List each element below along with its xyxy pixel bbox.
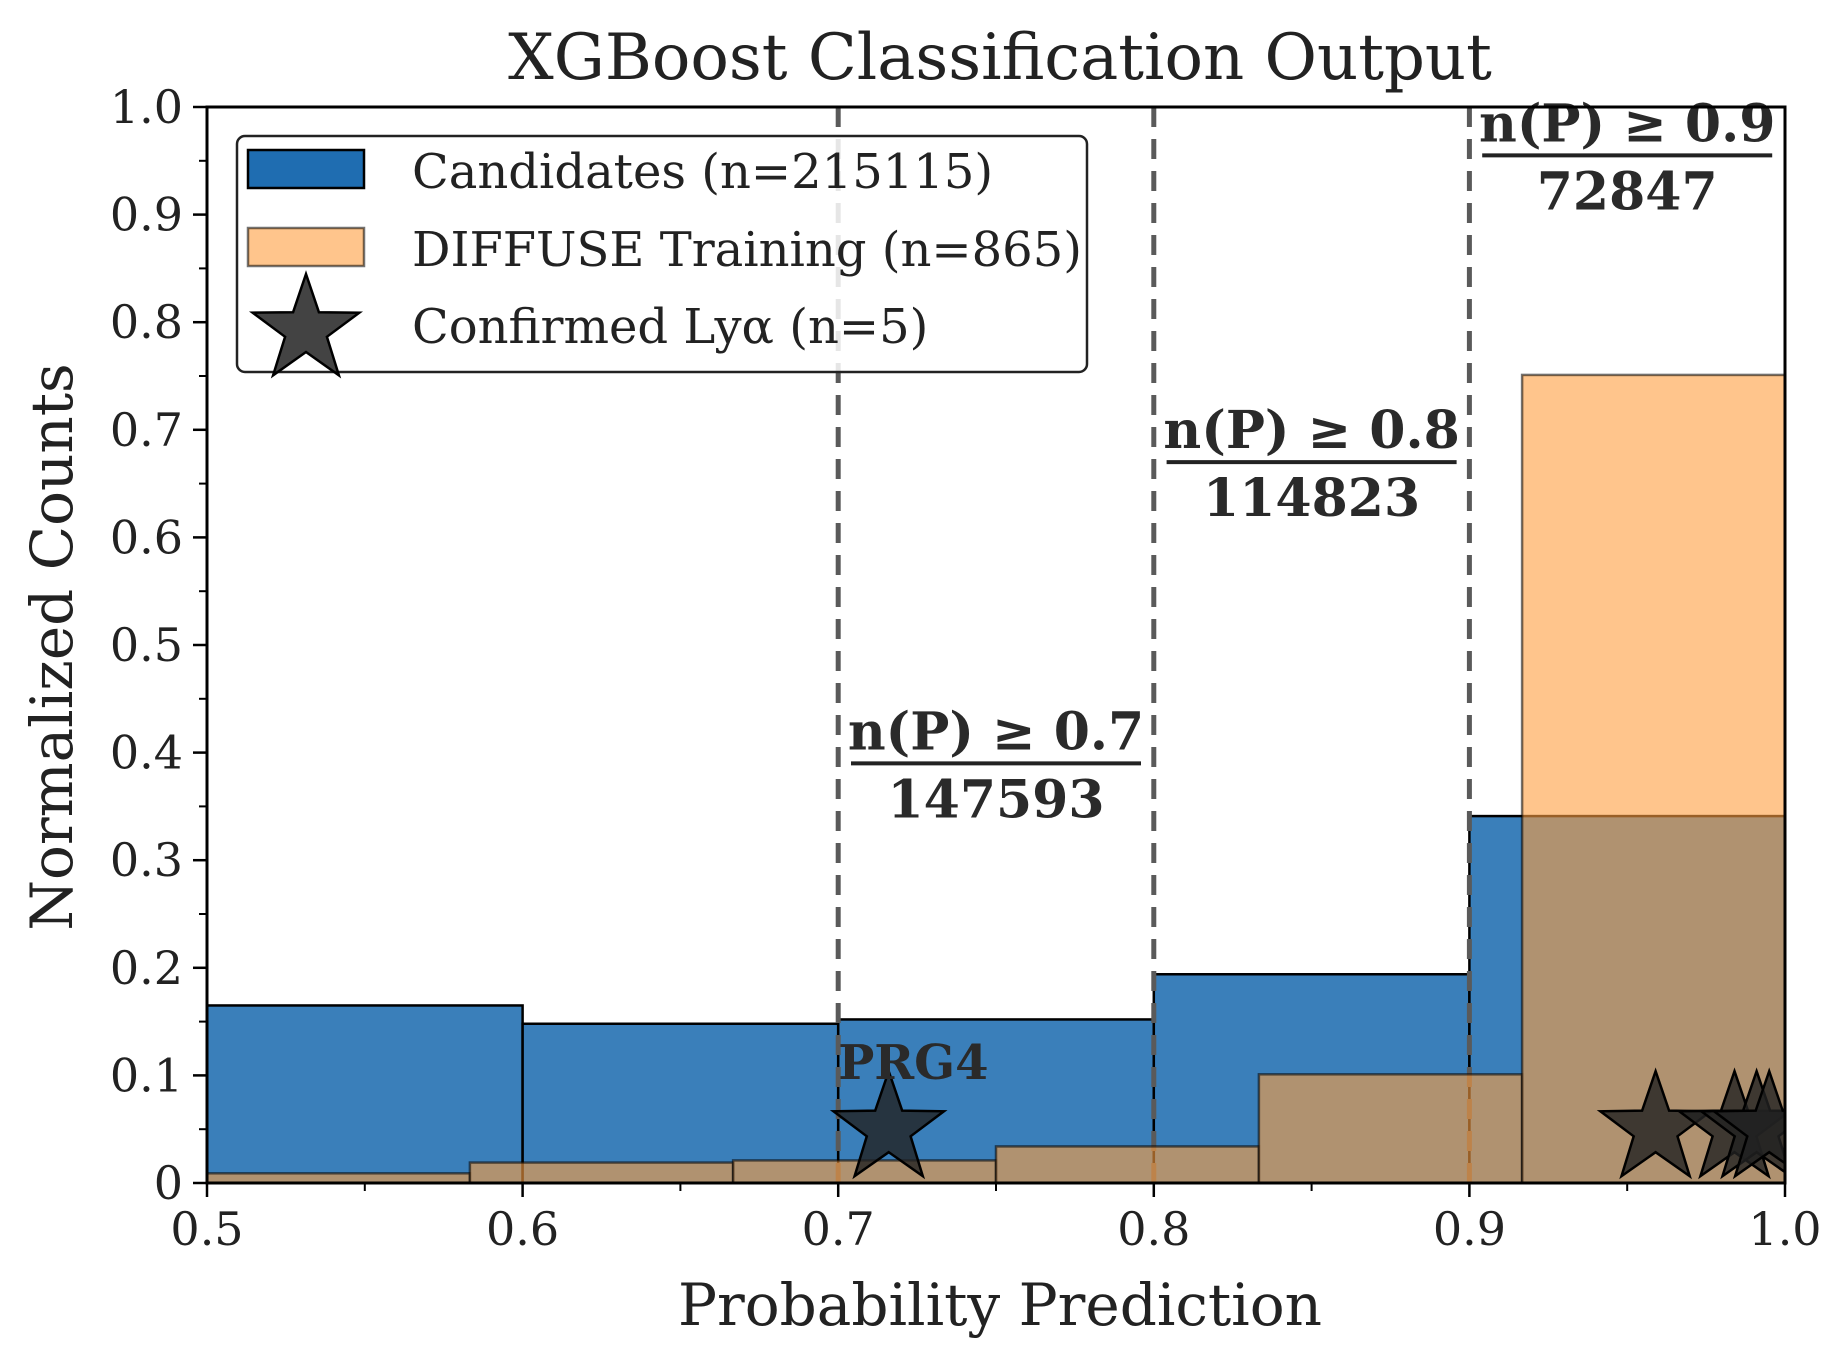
- legend-swatch-diffuse: [246, 226, 366, 268]
- y-tick-label-7: 0.7: [110, 403, 183, 457]
- y-tick-label-6: 0.6: [110, 510, 183, 564]
- plot-content: [207, 107, 1785, 1183]
- candidates-bar-0: [207, 1004, 524, 1183]
- y-tick-label-10: 1.0: [110, 80, 183, 134]
- diffuse-bar-3: [994, 1145, 1261, 1183]
- threshold-label-0: n(P) ≥ 0.7: [848, 701, 1144, 762]
- threshold-count-2: 72847: [1537, 161, 1718, 222]
- legend: Candidates (n=215115) DIFFUSE Training (n…: [235, 134, 1089, 379]
- legend-label-candidates: Candidates (n=215115): [412, 144, 993, 200]
- x-tick-label-2: 0.7: [802, 1202, 875, 1256]
- legend-label-confirmed: Confirmed Lyα (n=5): [412, 299, 928, 355]
- x-tick-label-0: 0.5: [170, 1202, 243, 1256]
- candidates-bar-1: [521, 1022, 840, 1183]
- legend-box: [235, 134, 1089, 374]
- diffuse-bar-5: [1520, 373, 1785, 1183]
- y-tick-label-0: 0: [154, 1156, 183, 1210]
- legend-swatch-candidates: [246, 148, 366, 190]
- confirmed-star-4: [1710, 1067, 1785, 1180]
- x-axis-title: Probability Prediction: [678, 1271, 1322, 1339]
- y-tick-label-9: 0.9: [110, 188, 183, 242]
- legend-label-diffuse: DIFFUSE Training (n=865): [412, 222, 1082, 278]
- chart-title: XGBoost Classification Output: [508, 21, 1492, 95]
- y-axis-title: Normalized Counts: [18, 363, 86, 931]
- diffuse-bar-4: [1257, 1073, 1524, 1183]
- x-tick-label-5: 1.0: [1748, 1202, 1821, 1256]
- threshold-count-1: 114823: [1203, 468, 1420, 529]
- threshold-label-2: n(P) ≥ 0.9: [1479, 93, 1775, 154]
- threshold-label-1: n(P) ≥ 0.8: [1163, 400, 1459, 461]
- y-tick-label-3: 0.3: [110, 833, 183, 887]
- x-tick-label-1: 0.6: [486, 1202, 559, 1256]
- x-tick-label-3: 0.8: [1117, 1202, 1190, 1256]
- y-tick-label-8: 0.8: [110, 295, 183, 349]
- plot-area: PRG4 n(P) ≥ 0.7 147593 n(P) ≥ 0.8 114823 n(P)…: [110, 80, 1822, 1256]
- legend-swatch-star: [248, 270, 364, 379]
- x-tick-label-4: 0.9: [1433, 1202, 1506, 1256]
- y-tick-label-2: 0.2: [110, 941, 183, 995]
- diffuse-bar-1: [468, 1161, 735, 1183]
- y-tick-label-4: 0.4: [110, 726, 183, 780]
- threshold-count-0: 147593: [887, 769, 1104, 830]
- y-tick-label-5: 0.5: [110, 618, 183, 672]
- y-tick-label-1: 0.1: [110, 1048, 183, 1102]
- confirmed-star-0: [829, 1067, 948, 1180]
- point-label-prg4: PRG4: [838, 1035, 988, 1091]
